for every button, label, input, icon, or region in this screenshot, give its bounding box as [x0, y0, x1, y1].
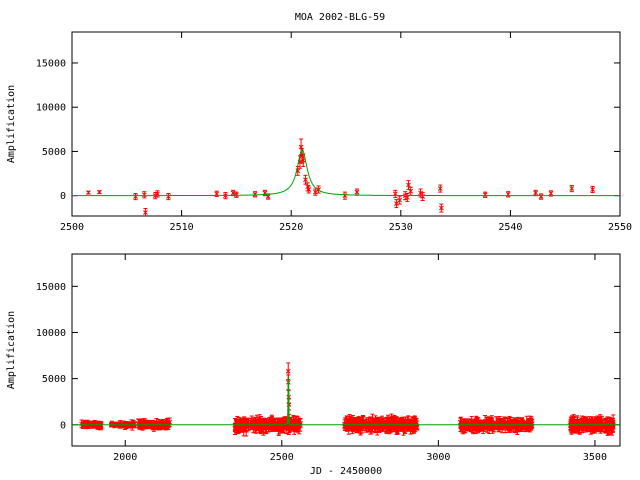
- x-tick-label: 2550: [608, 222, 632, 233]
- data-point: [167, 417, 173, 428]
- data-point: [316, 185, 321, 194]
- y-tick-label: 15000: [36, 282, 66, 293]
- data-point: [166, 192, 171, 201]
- data-point: [342, 191, 348, 200]
- data-point: [112, 423, 118, 428]
- data-point: [408, 421, 413, 435]
- data-point: [244, 421, 249, 433]
- data-point: [597, 416, 603, 429]
- y-tick-label: 15000: [36, 58, 66, 69]
- y-tick-label: 5000: [42, 374, 66, 385]
- data-point: [505, 191, 511, 198]
- data-point: [143, 207, 148, 216]
- plot-frame: [71, 253, 621, 447]
- data-point: [291, 423, 297, 435]
- data-point: [141, 191, 147, 199]
- data-point: [405, 192, 410, 202]
- data-point: [303, 174, 308, 185]
- data-point: [591, 422, 597, 432]
- data-point: [482, 191, 488, 198]
- y-tick-label: 0: [60, 420, 66, 431]
- data-point: [569, 184, 575, 193]
- x-tick-label: 2530: [389, 222, 413, 233]
- x-tick-label: 2520: [279, 222, 303, 233]
- data-point: [86, 190, 91, 195]
- data-point: [296, 418, 302, 435]
- data-point: [392, 189, 398, 198]
- data-point: [306, 185, 312, 194]
- data-point: [533, 189, 538, 197]
- y-axis-label: Amplification: [6, 85, 17, 163]
- data-point: [437, 184, 443, 193]
- x-tick-label: 2500: [60, 222, 84, 233]
- y-tick-label: 10000: [36, 328, 66, 339]
- data-point: [595, 419, 600, 432]
- y-tick-label: 5000: [42, 147, 66, 158]
- data-point: [133, 192, 138, 201]
- x-tick-label: 2500: [270, 452, 294, 463]
- top-panel: 0 5000 10000 15000 2500 2510 2520 2530 2540 2550 A…: [6, 31, 632, 233]
- data-point: [268, 416, 274, 428]
- data-point: [583, 420, 589, 429]
- data-point: [438, 203, 444, 213]
- data-point: [354, 188, 360, 196]
- data-point: [408, 186, 414, 196]
- chart-title: MOA 2002-BLG-59: [295, 12, 385, 23]
- data-point: [252, 191, 258, 198]
- x-tick-label: 2540: [498, 222, 522, 233]
- y-axis-label: Amplification: [6, 311, 17, 389]
- data-point: [373, 415, 378, 429]
- data-point: [289, 416, 294, 431]
- data-point: [234, 191, 239, 198]
- data-point: [394, 199, 399, 209]
- x-tick-label: 2510: [170, 222, 194, 233]
- data-point: [235, 419, 241, 435]
- x-tick-label: 3000: [426, 452, 450, 463]
- bottom-panel: 0 5000 10000 15000 2000 2500 3000 3500 Amplifica…: [6, 253, 621, 477]
- data-point: [97, 189, 102, 195]
- data-point: [590, 185, 595, 194]
- y-tick-label: 0: [60, 191, 66, 202]
- plot-frame: [71, 31, 621, 217]
- model-curve: [72, 407, 620, 426]
- data-point: [406, 180, 411, 190]
- plot-area: [72, 138, 620, 216]
- data-point: [397, 195, 403, 205]
- data-point: [497, 415, 502, 430]
- data-point: [605, 420, 610, 434]
- x-axis-label: JD - 2450000: [310, 466, 382, 477]
- data-point: [383, 418, 389, 433]
- x-tick-label: 3500: [583, 452, 607, 463]
- data-point: [367, 416, 373, 429]
- y-tick-label: 10000: [36, 103, 66, 114]
- data-point: [538, 193, 544, 200]
- x-tick-label: 2000: [113, 452, 137, 463]
- model-curve: [72, 149, 620, 197]
- data-point: [312, 188, 318, 196]
- plot-area: [72, 362, 620, 437]
- model-curve-peak: [286, 376, 291, 425]
